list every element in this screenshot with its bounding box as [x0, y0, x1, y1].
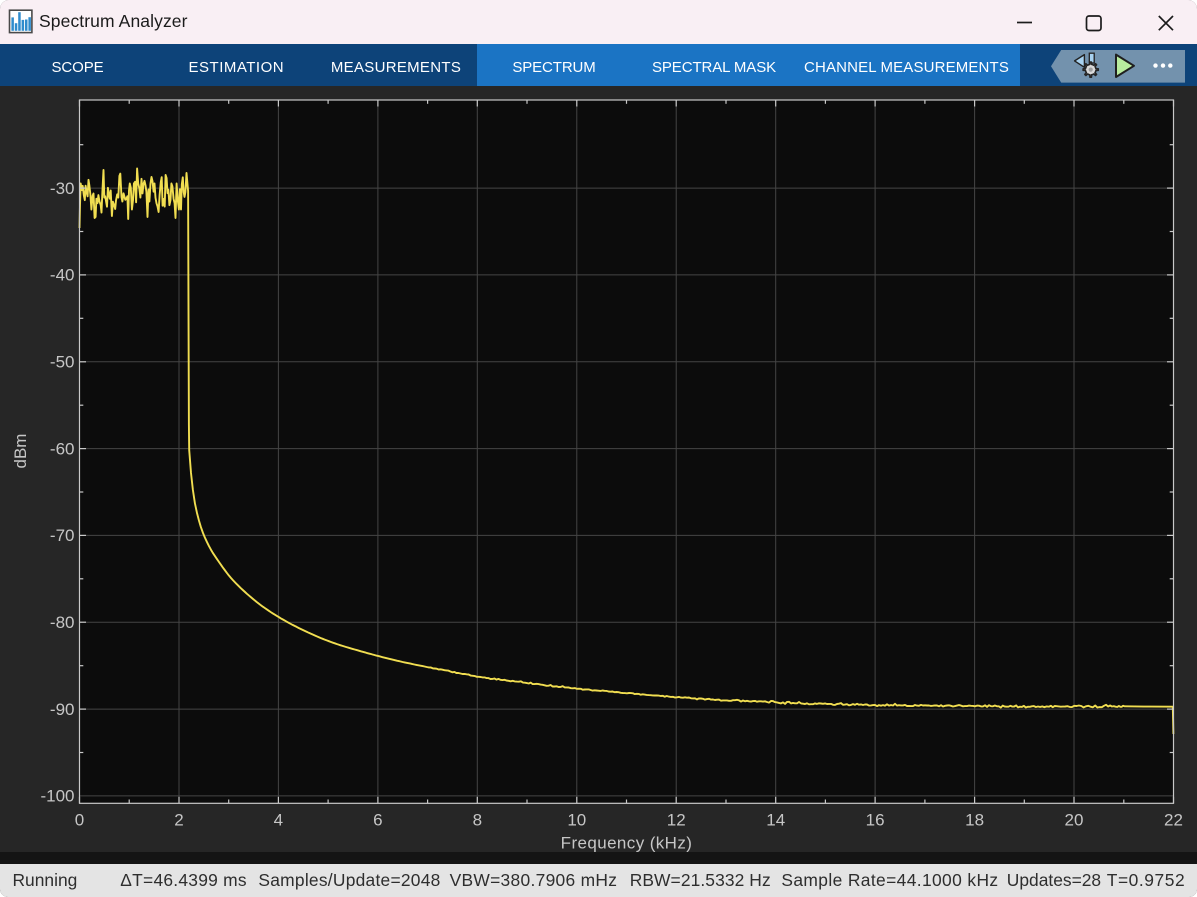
svg-text:-40: -40: [50, 266, 75, 285]
svg-text:8: 8: [473, 811, 482, 830]
svg-text:-70: -70: [50, 526, 75, 545]
svg-text:-60: -60: [50, 439, 75, 458]
svg-text:-80: -80: [50, 613, 75, 632]
svg-text:18: 18: [965, 811, 984, 830]
svg-text:16: 16: [866, 811, 885, 830]
svg-text:-90: -90: [50, 700, 75, 719]
svg-text:-30: -30: [50, 179, 75, 198]
svg-text:-50: -50: [50, 353, 75, 372]
svg-text:12: 12: [667, 811, 686, 830]
svg-text:4: 4: [274, 811, 283, 830]
svg-text:20: 20: [1065, 811, 1084, 830]
svg-text:2: 2: [174, 811, 183, 830]
svg-text:6: 6: [373, 811, 382, 830]
svg-text:Frequency (kHz): Frequency (kHz): [561, 834, 693, 853]
svg-text:-100: -100: [40, 787, 74, 806]
svg-text:dBm: dBm: [11, 434, 30, 469]
svg-text:0: 0: [75, 811, 84, 830]
svg-text:10: 10: [567, 811, 586, 830]
svg-text:14: 14: [766, 811, 785, 830]
svg-text:22: 22: [1164, 811, 1183, 830]
